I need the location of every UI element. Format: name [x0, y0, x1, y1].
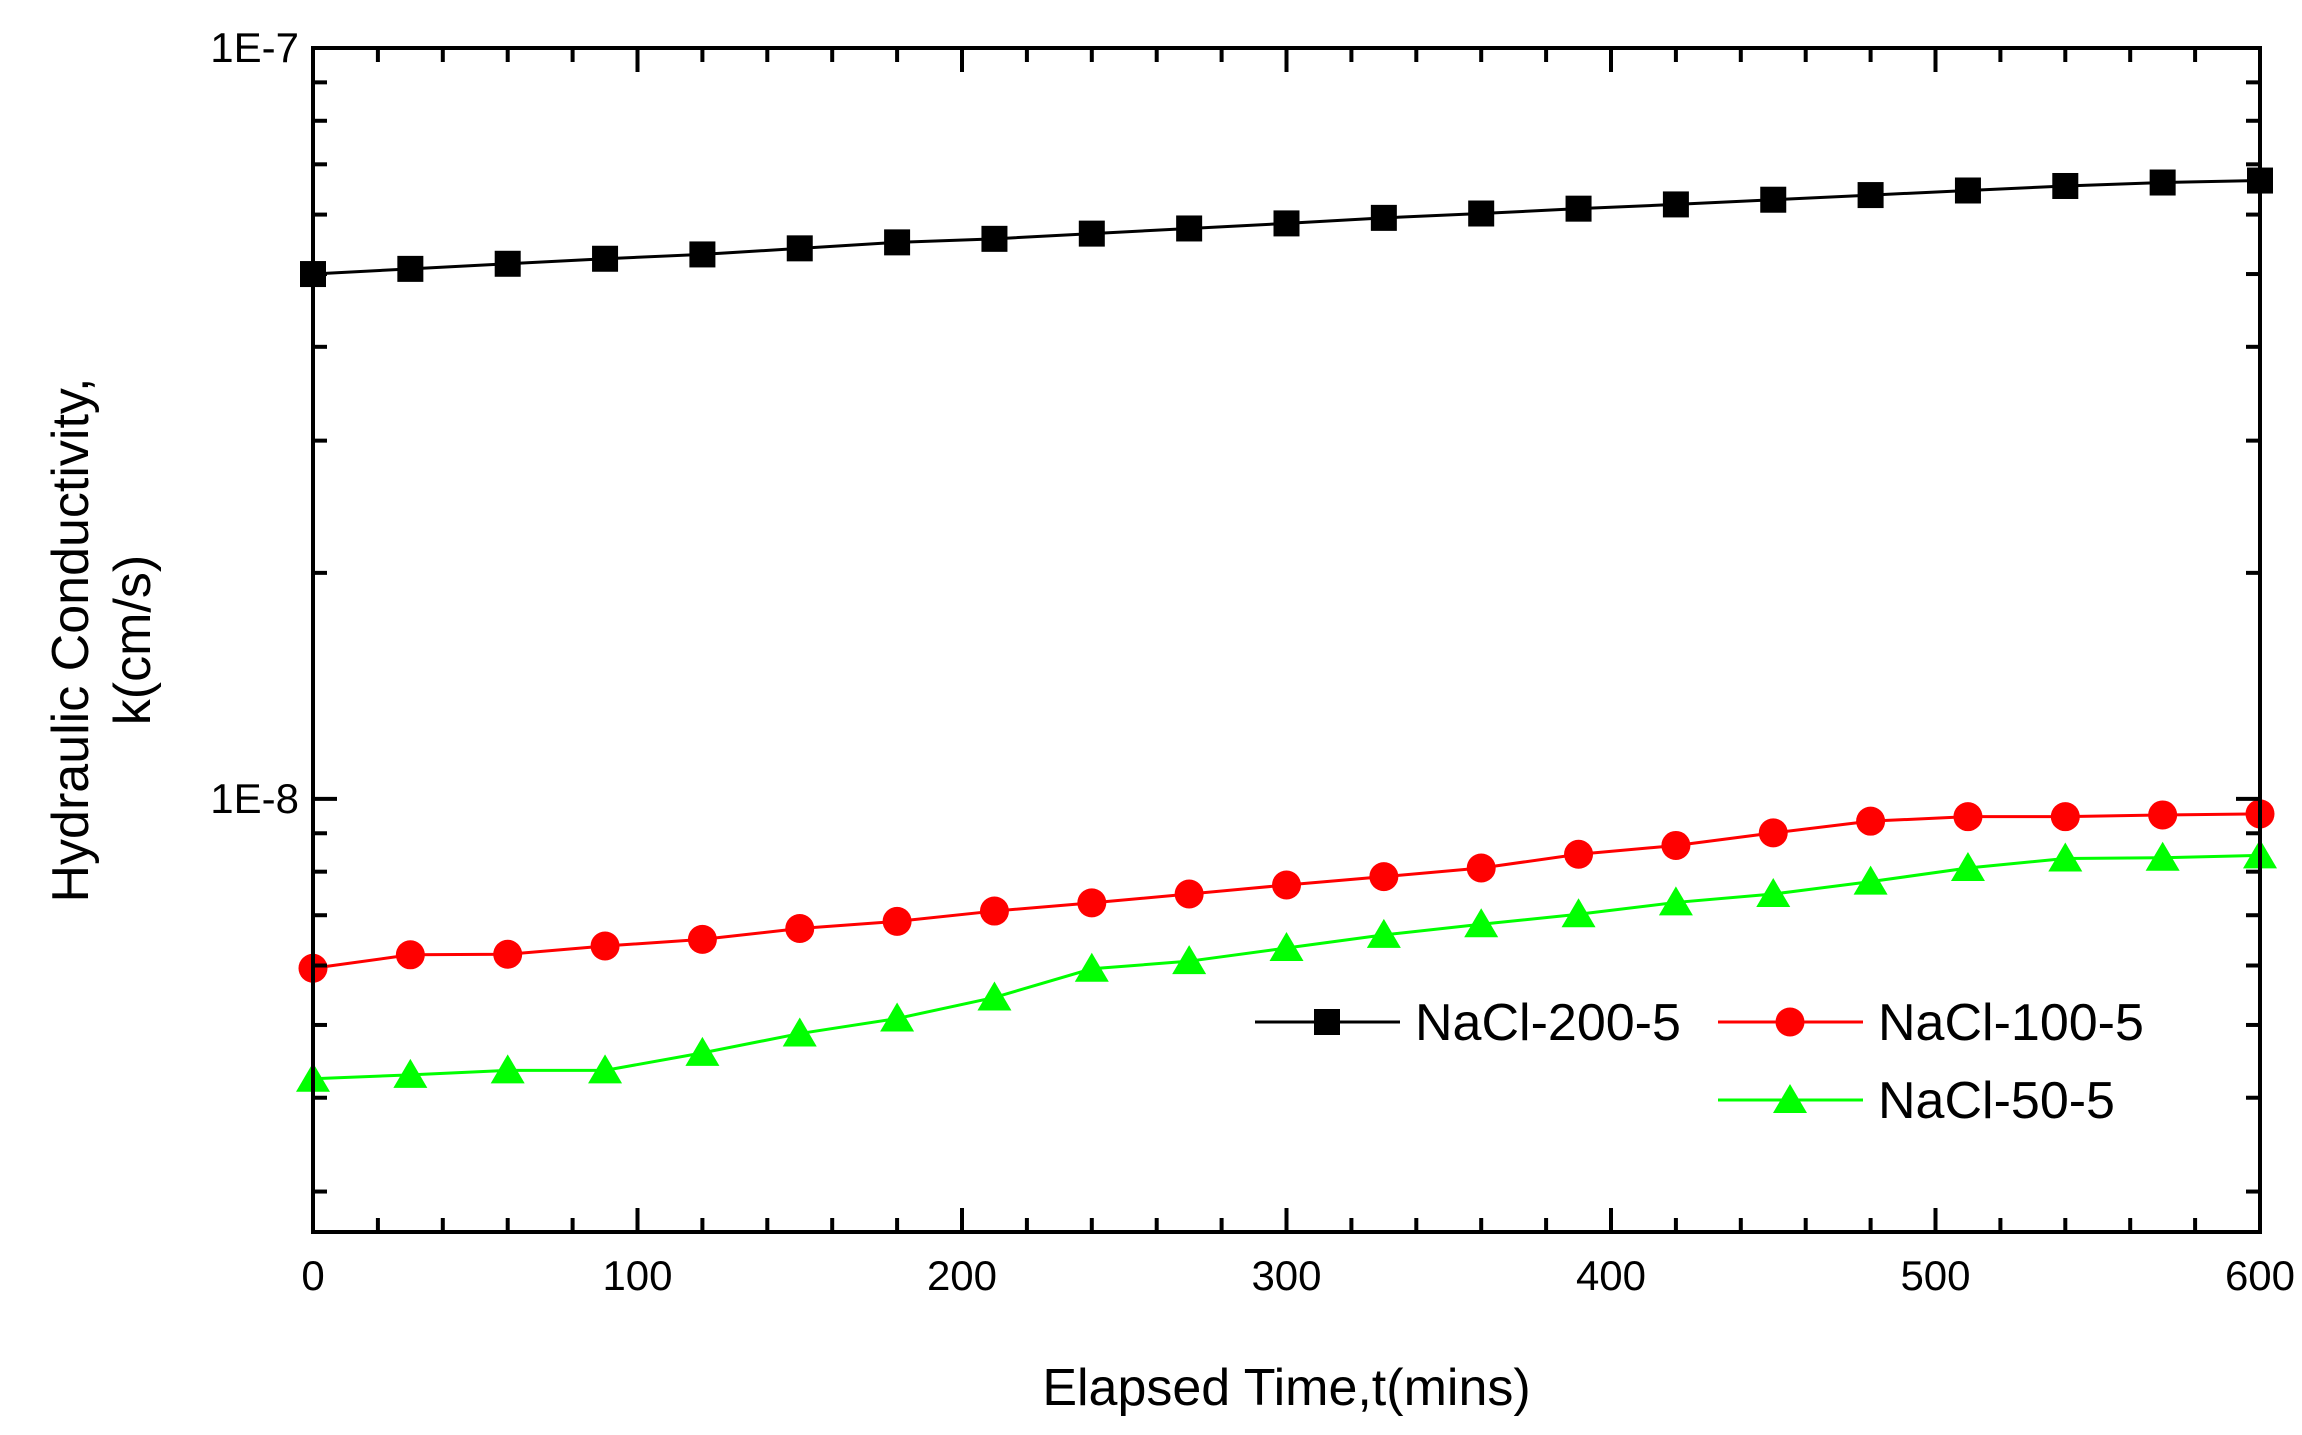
x-tick-labels: 0 100 200 300 400 500 600	[301, 1252, 2295, 1299]
data-point	[1760, 186, 1787, 213]
legend-marker	[1773, 1084, 1807, 1113]
data-point	[1074, 952, 1109, 982]
y-tick-label: 1E-7	[210, 24, 299, 71]
data-point	[685, 1036, 720, 1066]
data-point	[588, 1054, 623, 1084]
legend-marker-shape	[1775, 1007, 1805, 1037]
data-point	[1758, 818, 1788, 848]
x-tick-label: 100	[602, 1252, 672, 1299]
data-point	[1564, 839, 1594, 869]
x-tick-label: 500	[1900, 1252, 1970, 1299]
data-point	[1273, 210, 1300, 237]
legend-marker-shape	[1314, 1009, 1340, 1035]
data-point	[2148, 800, 2178, 830]
data-point	[1269, 932, 1304, 962]
data-point	[1756, 878, 1791, 908]
legend-label: NaCl-50-5	[1878, 1072, 2115, 1130]
legend-marker	[1775, 1007, 1805, 1037]
data-point	[1954, 177, 1981, 204]
series-nacl-50-5	[296, 839, 2277, 1092]
data-point	[1950, 852, 1985, 882]
data-point	[397, 255, 424, 282]
legend-marker	[1314, 1009, 1340, 1035]
y-tick-label: 1E-8	[210, 775, 299, 822]
series-nacl-100-5	[298, 799, 2275, 983]
data-point	[1466, 853, 1496, 883]
data-point	[1176, 215, 1203, 242]
y-axis-title-line2: k(cm/s)	[104, 555, 162, 725]
data-point	[782, 1017, 817, 1047]
data-point	[981, 225, 1008, 252]
data-point	[1078, 220, 1105, 247]
legend-marker-shape	[1773, 1084, 1807, 1113]
data-point	[393, 1058, 428, 1088]
legend: NaCl-200-5 NaCl-100-5 NaCl-50-5	[1255, 994, 2144, 1130]
data-point	[2050, 802, 2080, 832]
data-point	[2048, 842, 2083, 872]
x-tick-label: 300	[1251, 1252, 1321, 1299]
x-tick-label: 400	[1576, 1252, 1646, 1299]
x-tick-label: 600	[2225, 1252, 2295, 1299]
data-point	[687, 924, 717, 954]
data-point	[1856, 806, 1886, 836]
x-tick-label: 0	[301, 1252, 324, 1299]
data-point	[1077, 888, 1107, 918]
legend-item-nacl-50-5: NaCl-50-5	[1718, 1072, 2115, 1130]
data-point	[1172, 945, 1207, 975]
legend-item-nacl-200-5: NaCl-200-5	[1255, 994, 1681, 1052]
x-tick-label: 200	[927, 1252, 997, 1299]
data-point	[493, 939, 523, 969]
data-point	[590, 931, 620, 961]
data-point	[977, 981, 1012, 1011]
y-axis-title-line1: Hydraulic Conductivity,	[42, 377, 100, 902]
data-point	[1857, 182, 1884, 209]
data-point	[1464, 908, 1499, 938]
data-point	[2052, 172, 2079, 199]
data-point	[1565, 195, 1592, 222]
data-point	[1174, 879, 1204, 909]
data-point	[395, 940, 425, 970]
data-point	[882, 906, 912, 936]
data-point	[1366, 918, 1401, 948]
data-point	[494, 250, 521, 277]
series-nacl-200-5	[300, 167, 2273, 288]
legend-item-nacl-100-5: NaCl-100-5	[1718, 994, 2144, 1052]
x-axis-title: Elapsed Time,t(mins)	[1042, 1359, 1530, 1417]
data-point	[786, 235, 813, 262]
data-point	[490, 1054, 525, 1084]
data-point	[1468, 200, 1495, 227]
data-point	[1658, 886, 1693, 916]
data-point	[592, 245, 619, 272]
data-point	[1370, 204, 1397, 231]
axis-ticks	[311, 46, 2262, 1232]
data-point	[2145, 841, 2180, 871]
data-point	[1662, 191, 1689, 218]
data-point	[1853, 865, 1888, 895]
legend-label: NaCl-200-5	[1415, 994, 1681, 1052]
data-point	[689, 241, 716, 268]
data-point	[1369, 862, 1399, 892]
legend-label: NaCl-100-5	[1878, 994, 2144, 1052]
data-point	[1953, 802, 1983, 832]
data-point	[979, 896, 1009, 926]
y-tick-labels: 1E-7 1E-8	[210, 24, 299, 822]
data-point	[1561, 898, 1596, 928]
data-point	[880, 1002, 915, 1032]
data-point	[1661, 830, 1691, 860]
data-point	[1272, 870, 1301, 900]
data-point	[884, 229, 911, 256]
plot-series	[296, 167, 2277, 1092]
data-point	[785, 914, 815, 944]
data-point	[2149, 169, 2176, 196]
